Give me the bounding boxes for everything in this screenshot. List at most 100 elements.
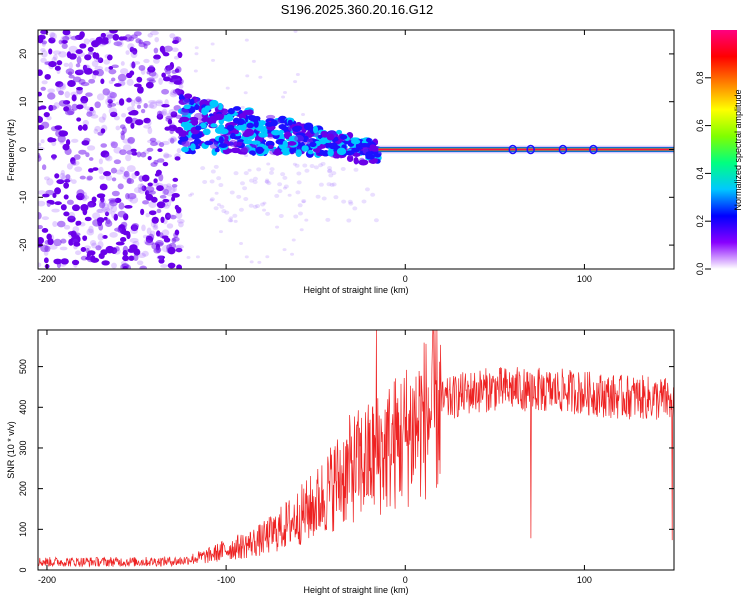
spectrogram-blob <box>162 161 169 167</box>
spectrogram-blob <box>40 57 47 63</box>
snr-x-label: Height of straight line (km) <box>303 585 408 595</box>
spectrogram-blob <box>175 247 183 253</box>
spectrogram-blob <box>166 223 174 229</box>
spectrogram-blob <box>218 136 224 144</box>
spectrogram-blob <box>146 227 152 235</box>
spectrogram-blob <box>163 152 170 159</box>
spectrogram-blob <box>216 176 222 181</box>
spectrogram-blob <box>97 240 104 249</box>
spectrogram-blob <box>57 135 66 143</box>
spectrogram-blob <box>49 105 57 111</box>
spectrogram-blob <box>145 185 155 193</box>
spectrogram-blob <box>178 94 185 101</box>
spectrogram-blob <box>162 198 170 203</box>
spectrogram-blob <box>336 147 347 156</box>
spectrogram-blob <box>116 40 124 48</box>
spectrogram-blob <box>297 211 303 216</box>
spectrogram-blob <box>140 151 147 158</box>
spectrogram-blob <box>101 207 110 212</box>
spectrogram-blob <box>153 222 158 229</box>
spectrogram-blob <box>60 204 67 211</box>
spectrogram-blob <box>190 143 196 151</box>
spectrogram-blob <box>79 43 87 49</box>
spectrogram-blob <box>169 137 175 144</box>
colorbar-gradient <box>711 30 737 269</box>
spectrogram-blob <box>228 139 238 148</box>
spectrogram-blob <box>247 168 252 172</box>
spectrogram-blob <box>42 193 50 198</box>
spectrogram-blob <box>224 210 230 215</box>
spectrogram-blob <box>82 235 88 241</box>
spectrogram-blob <box>129 62 137 69</box>
spectrogram-blob <box>269 167 275 172</box>
spectrogram-blob <box>171 47 179 53</box>
spectrogram-blob <box>105 245 115 254</box>
spectrogram-blob <box>110 204 118 213</box>
spectrogram-blob <box>71 94 77 102</box>
spectrogram-blob <box>309 164 315 169</box>
spectrogram-blob <box>112 33 120 41</box>
snr-y-tick-label: 200 <box>18 481 28 496</box>
spectrogram-blob <box>94 101 101 109</box>
snr-y-tick-label: 300 <box>18 440 28 455</box>
spectrogram-blob <box>180 108 190 116</box>
spectrogram-blob <box>318 163 324 168</box>
spectrogram-blob <box>122 265 128 269</box>
stable-line-node <box>589 144 598 155</box>
spectrogram-blob <box>98 42 106 47</box>
spectrogram-blob <box>103 208 113 215</box>
spectrogram-blob <box>106 34 115 39</box>
spectrogram-blob <box>287 193 292 197</box>
spectrogram-blob <box>147 127 153 135</box>
spectrogram-blob <box>65 110 75 116</box>
spectrogram-blob <box>108 107 118 115</box>
spectrogram-blob <box>177 51 183 59</box>
spectrogram-blob <box>46 115 52 121</box>
spectrogram-blob <box>137 252 146 258</box>
spectrogram-blob <box>235 118 246 126</box>
spectrogram-blob <box>122 173 131 180</box>
spectrogram-blob <box>331 171 337 176</box>
spectrogram-blob <box>340 134 348 140</box>
spectrogram-blob <box>126 150 136 155</box>
spectrogram-blob <box>111 262 117 269</box>
spectrogram-blob <box>370 192 376 197</box>
spectrogram-blob <box>59 246 68 251</box>
spectrogram-blob <box>115 241 125 246</box>
spectrogram-blob <box>127 136 136 144</box>
spectrogram-blob <box>54 173 60 179</box>
spectrogram-blob <box>148 64 155 71</box>
spectrogram-blob <box>132 47 138 55</box>
spectrogram-blob <box>174 245 182 252</box>
spectrogram-blob <box>65 139 71 146</box>
spectrogram-blob <box>141 224 146 232</box>
spectrogram-blob <box>216 203 221 207</box>
spectrogram-blob <box>96 93 105 101</box>
spectrogram-blob <box>361 199 367 204</box>
spectrogram-blob <box>167 262 176 269</box>
spectrogram-blob <box>149 137 157 143</box>
spectrogram-blob <box>62 30 71 36</box>
spectrogram-blob <box>165 185 173 192</box>
spectrogram-blob <box>120 132 125 141</box>
spectrogram-blob <box>195 125 202 131</box>
spectrogram-blob <box>176 148 182 154</box>
spectrogram-blob <box>110 167 118 174</box>
spectrogram-blob <box>90 257 100 263</box>
spectrogram-blob <box>100 128 106 134</box>
spectrogram-blob <box>130 228 138 235</box>
spectrogram-blob <box>131 99 136 108</box>
spectrogram-blob <box>158 77 163 85</box>
spectrogram-blob <box>60 238 67 244</box>
spectrogram-blob <box>313 165 319 170</box>
stable-line-node <box>526 144 535 155</box>
spectrogram-blob <box>209 197 215 202</box>
spectrogram-blob <box>248 116 256 122</box>
spectrogram-blob <box>211 58 216 62</box>
spectrogram-blob <box>54 187 61 195</box>
spectrogram-blob <box>72 76 82 83</box>
spectrogram-blob <box>87 202 94 208</box>
spectrogram-blob <box>97 208 103 214</box>
spectrogram-blob <box>157 148 163 153</box>
